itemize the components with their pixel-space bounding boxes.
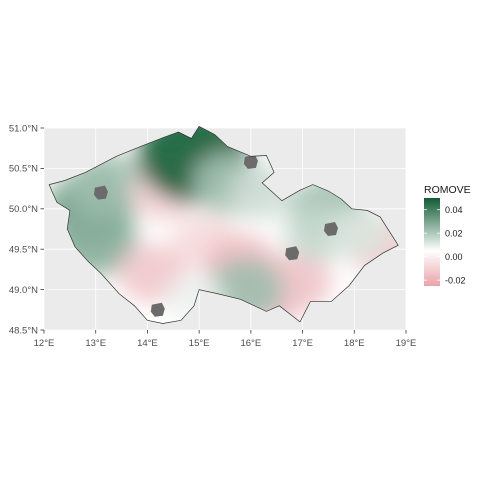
legend-label: -0.02 bbox=[445, 275, 466, 285]
y-tick-label: 48.5°N bbox=[9, 325, 38, 336]
legend: ROMOVE 0.04 0.02 0.00 -0.02 bbox=[424, 184, 471, 286]
x-tick-label: 12°E bbox=[34, 338, 55, 349]
x-tick-label: 18°E bbox=[344, 338, 365, 349]
legend-colorbar bbox=[424, 198, 440, 286]
legend-title: ROMOVE bbox=[424, 184, 471, 196]
x-tick-label: 15°E bbox=[189, 338, 210, 349]
y-tick-label: 51.0°N bbox=[9, 123, 38, 134]
x-tick-label: 17°E bbox=[292, 338, 313, 349]
y-tick-label: 50.5°N bbox=[9, 164, 38, 175]
missing-data-patch bbox=[150, 302, 165, 317]
legend-label: 0.00 bbox=[445, 252, 463, 262]
heat-cell bbox=[328, 207, 391, 260]
y-axis: 48.5°N 49.0°N 49.5°N 50.0°N 50.5°N 51.0°N bbox=[9, 123, 44, 336]
x-tick-label: 14°E bbox=[137, 338, 158, 349]
y-tick-label: 50.0°N bbox=[9, 204, 38, 215]
x-axis: 12°E 13°E 14°E 15°E 16°E 17°E 18°E 19°E bbox=[34, 330, 417, 349]
y-tick-label: 49.5°N bbox=[9, 245, 38, 256]
x-tick-label: 13°E bbox=[85, 338, 106, 349]
legend-label: 0.02 bbox=[445, 228, 463, 238]
missing-data-patch bbox=[93, 185, 108, 200]
x-tick-label: 19°E bbox=[396, 338, 417, 349]
legend-label: 0.04 bbox=[445, 205, 463, 215]
missing-data-areas bbox=[93, 154, 338, 317]
czech-republic-border bbox=[48, 125, 399, 324]
x-tick-label: 16°E bbox=[241, 338, 262, 349]
missing-data-patch bbox=[324, 222, 338, 236]
missing-data-patch bbox=[243, 154, 258, 169]
missing-data-patch bbox=[285, 246, 300, 261]
y-tick-label: 49.0°N bbox=[9, 285, 38, 296]
